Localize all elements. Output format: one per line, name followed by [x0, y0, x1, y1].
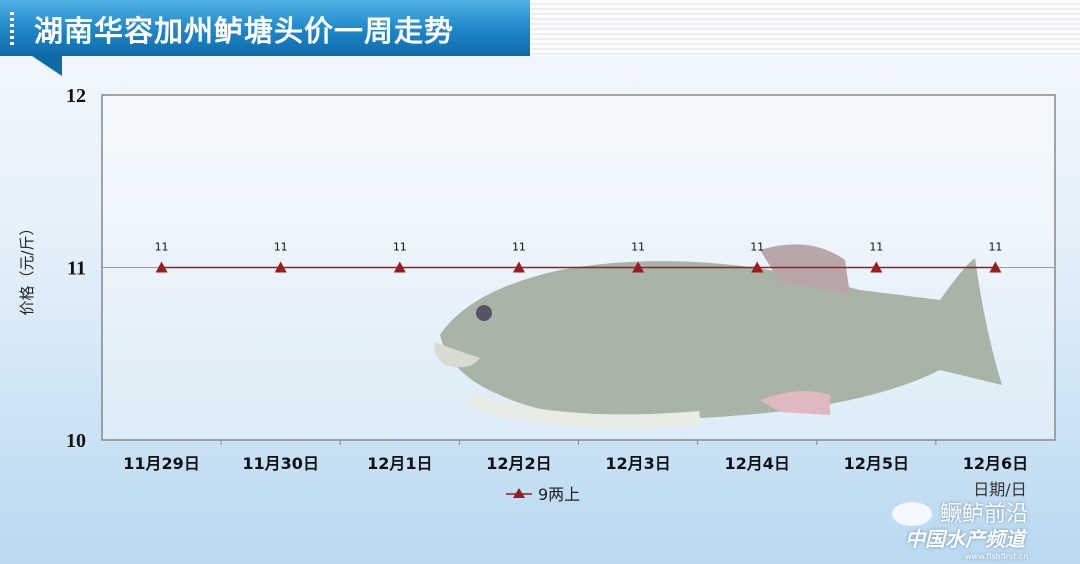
- header-stripes: [530, 0, 1080, 56]
- watermark-line3: www.fishfirst.cn: [965, 552, 1029, 561]
- data-label: 11: [274, 241, 288, 254]
- x-tick-label: 11月29日: [123, 454, 200, 473]
- x-axis: 11月29日 11月30日 12月1日 12月2日 12月3日 12月4日 12月5日 12月…: [123, 440, 1028, 473]
- data-label: 11: [869, 241, 883, 254]
- y-tick-label: 10: [66, 430, 86, 452]
- y-axis: 10 11 12: [66, 85, 86, 452]
- wechat-icon: [892, 502, 932, 526]
- watermark-line1: 鳜鲈前沿: [940, 502, 1029, 527]
- data-point: [870, 261, 883, 273]
- legend-label: 9两上: [538, 485, 580, 504]
- x-tick-label: 12月1日: [367, 454, 432, 473]
- legend-marker: [513, 488, 525, 498]
- data-label: 11: [988, 241, 1002, 254]
- fish-image: [434, 244, 1002, 429]
- data-point: [155, 261, 168, 273]
- banner-tail: [32, 56, 62, 76]
- data-label: 11: [393, 241, 407, 254]
- data-point: [632, 261, 645, 273]
- x-axis-label: 日期/日: [973, 480, 1026, 499]
- x-tick-label: 12月4日: [724, 454, 789, 473]
- data-point: [393, 261, 406, 273]
- data-point: [512, 261, 525, 273]
- data-label: 11: [155, 241, 169, 254]
- x-tick-label: 12月2日: [486, 454, 551, 473]
- legend: 9两上: [506, 485, 580, 504]
- x-tick-label: 11月30日: [242, 454, 319, 473]
- data-label: 11: [750, 241, 764, 254]
- dots-decoration: [10, 12, 14, 46]
- data-label: 11: [631, 241, 645, 254]
- data-point: [989, 261, 1002, 273]
- page-title: 湖南华容加州鲈塘头价一周走势: [34, 14, 455, 48]
- title-banner: 湖南华容加州鲈塘头价一周走势: [0, 0, 530, 56]
- x-tick-label: 12月5日: [844, 454, 909, 473]
- data-point: [751, 261, 764, 273]
- watermark-line2: 中国水产频道: [905, 527, 1025, 551]
- y-tick-label: 11: [67, 258, 86, 280]
- x-tick-label: 12月3日: [605, 454, 670, 473]
- y-axis-label: 价格（元/斤）: [18, 220, 36, 315]
- series-9liang: 11 11 11 11 11 11 11 11: [155, 241, 1002, 273]
- data-point: [274, 261, 287, 273]
- y-tick-label: 12: [66, 85, 86, 107]
- x-tick-label: 12月6日: [963, 454, 1028, 473]
- data-label: 11: [512, 241, 526, 254]
